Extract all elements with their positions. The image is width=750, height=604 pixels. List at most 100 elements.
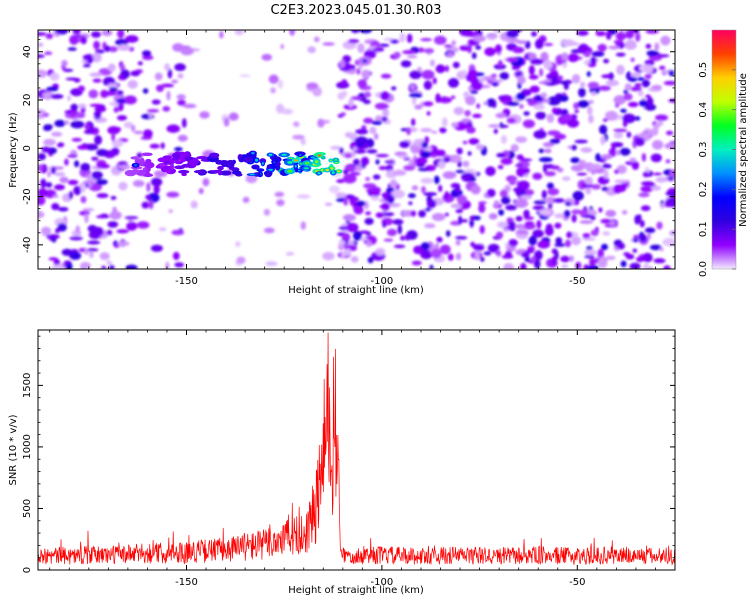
- heatmap-noise-blob: [571, 144, 577, 151]
- heatmap-x-tick-label: -150: [175, 276, 198, 287]
- heatmap-noise-blob: [77, 85, 85, 92]
- heatmap-noise-blob: [478, 203, 486, 213]
- heatmap-noise-blob: [431, 213, 446, 221]
- heatmap-noise-blob: [543, 79, 552, 83]
- heatmap-noise-blob: [625, 71, 632, 81]
- heatmap-noise-blob: [459, 30, 473, 37]
- heatmap-noise-blob: [554, 243, 566, 247]
- heatmap-noise-blob: [336, 179, 345, 183]
- heatmap-noise-blob: [533, 200, 547, 205]
- heatmap-noise-blob: [65, 262, 73, 269]
- heatmap-noise-blob: [649, 244, 662, 251]
- heatmap-noise-blob: [616, 242, 626, 250]
- heatmap-noise-blob: [375, 249, 385, 256]
- heatmap-noise-blob: [487, 243, 500, 253]
- heatmap-signal-blob: [242, 156, 254, 163]
- heatmap-noise-blob: [390, 179, 398, 189]
- heatmap-noise-blob: [386, 202, 401, 208]
- heatmap-noise-blob: [372, 186, 381, 194]
- heatmap-signal-blob: [163, 160, 172, 165]
- heatmap-noise-blob: [458, 215, 463, 225]
- heatmap-noise-blob: [359, 230, 370, 234]
- heatmap-noise-blob: [560, 80, 566, 85]
- heatmap-noise-blob: [614, 179, 628, 184]
- heatmap-noise-blob: [374, 102, 389, 110]
- heatmap-noise-blob: [113, 106, 120, 113]
- heatmap-noise-blob: [420, 242, 431, 251]
- heatmap-signal-peak: [288, 157, 293, 159]
- heatmap-noise-blob: [414, 157, 428, 165]
- heatmap-noise-blob: [635, 116, 641, 121]
- heatmap-noise-blob: [71, 137, 83, 142]
- heatmap-noise-blob: [525, 249, 535, 254]
- heatmap-noise-blob: [543, 59, 553, 70]
- heatmap-noise-blob: [130, 70, 140, 77]
- heatmap-noise-blob: [497, 60, 503, 68]
- heatmap-noise-blob: [402, 50, 416, 55]
- heatmap-noise-blob: [99, 252, 110, 260]
- heatmap-noise-blob: [444, 44, 453, 48]
- heatmap-noise-blob: [148, 112, 153, 119]
- heatmap-noise-blob: [361, 69, 371, 79]
- heatmap-noise-blob: [177, 73, 184, 79]
- heatmap-noise-blob: [172, 251, 180, 261]
- heatmap-signal-peak: [299, 162, 303, 165]
- heatmap-noise-blob: [587, 81, 600, 89]
- heatmap-noise-blob: [488, 213, 498, 220]
- heatmap-noise-blob: [435, 93, 441, 103]
- heatmap-noise-blob: [142, 129, 153, 139]
- heatmap-noise-blob: [317, 118, 325, 128]
- heatmap-noise-blob: [599, 124, 608, 135]
- heatmap-noise-blob: [613, 128, 628, 133]
- heatmap-noise-blob: [151, 99, 161, 105]
- heatmap-noise-blob: [435, 64, 446, 74]
- heatmap-noise-blob: [590, 56, 597, 65]
- heatmap-noise-blob: [547, 188, 560, 196]
- heatmap-noise-blob: [343, 197, 349, 206]
- heatmap-noise-blob: [171, 79, 179, 84]
- heatmap-noise-blob: [542, 142, 555, 148]
- heatmap-noise-blob: [190, 200, 198, 209]
- heatmap-noise-blob: [223, 117, 230, 127]
- heatmap-noise-blob: [67, 47, 77, 51]
- heatmap-noise-blob: [625, 30, 634, 39]
- heatmap-noise-blob: [363, 183, 377, 189]
- heatmap-noise-blob: [653, 258, 666, 264]
- heatmap-noise-blob: [585, 186, 592, 195]
- heatmap-noise-blob: [51, 203, 60, 211]
- heatmap-noise-blob: [90, 31, 102, 38]
- heatmap-noise-blob: [584, 176, 593, 185]
- heatmap-noise-blob: [161, 83, 175, 88]
- heatmap-noise-blob: [116, 90, 124, 96]
- heatmap-noise-blob: [431, 130, 438, 134]
- heatmap-noise-blob: [411, 185, 419, 191]
- heatmap-noise-blob: [375, 115, 384, 122]
- heatmap-noise-blob: [614, 103, 620, 108]
- heatmap-noise-blob: [137, 61, 143, 66]
- heatmap-noise-blob: [571, 209, 582, 215]
- heatmap-noise-blob: [483, 101, 489, 106]
- heatmap-signal-blob: [139, 157, 145, 165]
- heatmap-noise-blob: [549, 138, 561, 144]
- heatmap-noise-blob: [351, 30, 360, 34]
- heatmap-noise-blob: [455, 183, 461, 194]
- heatmap-noise-blob: [374, 133, 379, 140]
- heatmap-noise-blob: [623, 93, 633, 101]
- heatmap-noise-blob: [555, 58, 563, 66]
- heatmap-noise-blob: [468, 138, 480, 145]
- snr-x-tick-label: -100: [371, 577, 394, 588]
- heatmap-noise-blob: [342, 214, 356, 222]
- heatmap-noise-blob: [451, 40, 456, 46]
- heatmap-noise-blob: [522, 119, 536, 129]
- heatmap-signal-blob: [144, 161, 155, 169]
- heatmap-noise-blob: [123, 121, 134, 129]
- heatmap-noise-blob: [590, 229, 599, 237]
- heatmap-noise-blob: [634, 137, 645, 147]
- heatmap-noise-blob: [571, 214, 577, 223]
- heatmap-signal-blob: [274, 161, 281, 167]
- heatmap-signal-blob: [238, 157, 245, 163]
- heatmap-noise-blob: [602, 163, 612, 169]
- heatmap-signal-peak: [329, 159, 332, 162]
- heatmap-noise-blob: [470, 81, 483, 91]
- heatmap-noise-blob: [96, 215, 110, 219]
